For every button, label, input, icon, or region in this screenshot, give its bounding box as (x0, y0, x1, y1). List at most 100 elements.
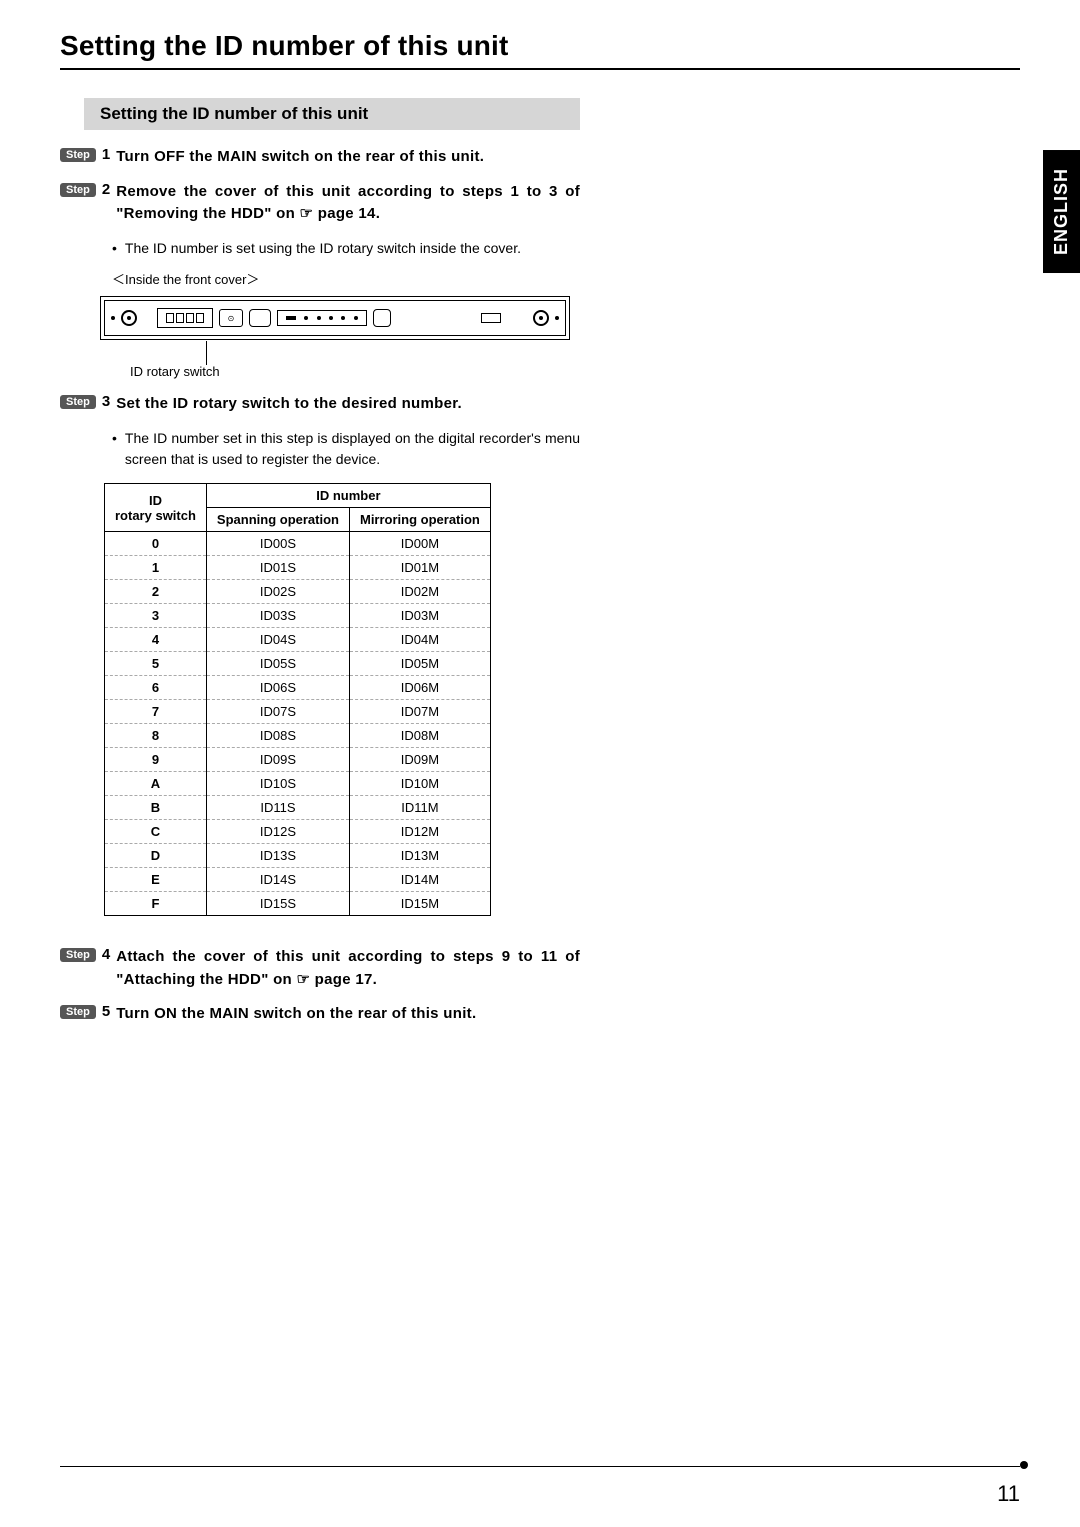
footer-divider (60, 1466, 1020, 1467)
rotary-caption: ID rotary switch (130, 364, 580, 379)
table-row: AID10SID10M (105, 772, 491, 796)
step-2-bullet: • The ID number is set using the ID rota… (112, 238, 580, 260)
footer-dot-icon (1020, 1461, 1028, 1469)
table-row: 7ID07SID07M (105, 700, 491, 724)
table-row: BID11SID11M (105, 796, 491, 820)
table-row: CID12SID12M (105, 820, 491, 844)
table-row: 5ID05SID05M (105, 652, 491, 676)
language-tab: ENGLISH (1043, 150, 1080, 273)
inside-cover-note: ＜Inside the front cover＞ (112, 269, 580, 288)
cell-switch: 3 (105, 604, 207, 628)
cell-mirroring: ID13M (349, 844, 490, 868)
col-spanning: Spanning operation (206, 508, 349, 532)
cell-switch: 5 (105, 652, 207, 676)
step-text: Set the ID rotary switch to the desired … (116, 393, 462, 416)
table-row: 0ID00SID00M (105, 532, 491, 556)
cell-spanning: ID06S (206, 676, 349, 700)
step-number: 1 (102, 146, 110, 163)
bullet-icon: • (112, 428, 117, 471)
cell-switch: 6 (105, 676, 207, 700)
cell-spanning: ID10S (206, 772, 349, 796)
cell-switch: 7 (105, 700, 207, 724)
step-number: 5 (102, 1003, 110, 1020)
cell-spanning: ID07S (206, 700, 349, 724)
cell-switch: A (105, 772, 207, 796)
cell-spanning: ID11S (206, 796, 349, 820)
screw-icon (533, 310, 549, 326)
slot-icon (481, 313, 501, 323)
step-text: Turn OFF the MAIN switch on the rear of … (116, 146, 484, 169)
cell-spanning: ID09S (206, 748, 349, 772)
cell-mirroring: ID05M (349, 652, 490, 676)
step-number: 2 (102, 181, 110, 198)
cell-mirroring: ID08M (349, 724, 490, 748)
step-badge: Step (60, 148, 96, 162)
page-number: 11 (997, 1481, 1020, 1507)
rotary-switch-icon: ⊙ (219, 309, 243, 327)
table-row: EID14SID14M (105, 868, 491, 892)
col-mirroring: Mirroring operation (349, 508, 490, 532)
port-group-icon (157, 308, 213, 328)
cell-switch: B (105, 796, 207, 820)
cell-switch: 8 (105, 724, 207, 748)
cell-mirroring: ID12M (349, 820, 490, 844)
step-badge: Step (60, 395, 96, 409)
cell-switch: E (105, 868, 207, 892)
cell-mirroring: ID00M (349, 532, 490, 556)
step-text: Turn ON the MAIN switch on the rear of t… (116, 1003, 476, 1026)
cell-switch: 2 (105, 580, 207, 604)
cell-mirroring: ID03M (349, 604, 490, 628)
step-text: Remove the cover of this unit according … (116, 181, 580, 226)
col-rotary-switch: ID rotary switch (105, 484, 207, 532)
step-4: Step 4 Attach the cover of this unit acc… (60, 946, 580, 991)
cell-mirroring: ID14M (349, 868, 490, 892)
step-badge: Step (60, 1005, 96, 1019)
cell-mirroring: ID10M (349, 772, 490, 796)
pointer-line-icon (206, 341, 207, 365)
cell-mirroring: ID02M (349, 580, 490, 604)
table-row: 6ID06SID06M (105, 676, 491, 700)
cell-switch: C (105, 820, 207, 844)
step-3-bullet: • The ID number set in this step is disp… (112, 428, 580, 471)
step-5: Step 5 Turn ON the MAIN switch on the re… (60, 1003, 580, 1026)
table-row: 1ID01SID01M (105, 556, 491, 580)
cell-spanning: ID05S (206, 652, 349, 676)
bullet-text: The ID number is set using the ID rotary… (125, 238, 521, 260)
cell-mirroring: ID15M (349, 892, 490, 916)
table-row: FID15SID15M (105, 892, 491, 916)
table-row: 4ID04SID04M (105, 628, 491, 652)
cell-mirroring: ID06M (349, 676, 490, 700)
cell-switch: 4 (105, 628, 207, 652)
cell-mirroring: ID09M (349, 748, 490, 772)
cell-mirroring: ID04M (349, 628, 490, 652)
dip-row-icon (277, 310, 367, 326)
cell-switch: 9 (105, 748, 207, 772)
cell-spanning: ID02S (206, 580, 349, 604)
cell-switch: 1 (105, 556, 207, 580)
step-text: Attach the cover of this unit according … (116, 946, 580, 991)
cell-spanning: ID13S (206, 844, 349, 868)
cell-spanning: ID08S (206, 724, 349, 748)
table-row: 9ID09SID09M (105, 748, 491, 772)
cell-mirroring: ID11M (349, 796, 490, 820)
table-row: 2ID02SID02M (105, 580, 491, 604)
cell-switch: F (105, 892, 207, 916)
connector-icon (373, 309, 391, 327)
table-row: DID13SID13M (105, 844, 491, 868)
table-row: 8ID08SID08M (105, 724, 491, 748)
col-id-number: ID number (206, 484, 490, 508)
step-number: 4 (102, 946, 110, 963)
cell-spanning: ID12S (206, 820, 349, 844)
cell-spanning: ID15S (206, 892, 349, 916)
cell-spanning: ID00S (206, 532, 349, 556)
cell-spanning: ID04S (206, 628, 349, 652)
page-title: Setting the ID number of this unit (60, 30, 1020, 70)
cell-spanning: ID01S (206, 556, 349, 580)
step-number: 3 (102, 393, 110, 410)
cell-mirroring: ID07M (349, 700, 490, 724)
cell-spanning: ID14S (206, 868, 349, 892)
step-1: Step 1 Turn OFF the MAIN switch on the r… (60, 146, 580, 169)
step-badge: Step (60, 183, 96, 197)
connector-icon (249, 309, 271, 327)
cell-switch: D (105, 844, 207, 868)
